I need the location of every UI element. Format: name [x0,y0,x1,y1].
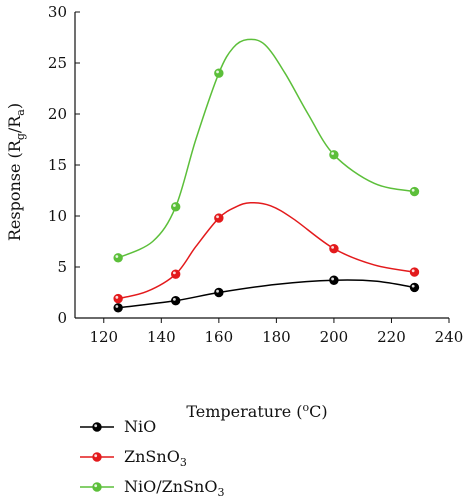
x-tick-label: 140 [147,328,176,346]
data-point [409,267,420,277]
x-title-sup: o [303,401,310,414]
y-tick-label: 0 [57,309,67,327]
x-axis: 120 140 160 180 200 220 240 [75,317,464,346]
legend-item-znsno3: ZnSnO3 [80,447,187,469]
data-point-highlight [216,289,219,293]
legend-marker-highlight [94,484,98,488]
series-znsno3 [113,201,420,304]
legend-label-sub: 3 [217,486,224,499]
series-nio [113,275,420,313]
y-axis: 0 5 10 15 20 25 30 [48,3,80,327]
data-point [170,269,181,279]
x-tick-label: 220 [377,328,406,346]
y-tick-label: 5 [57,258,67,276]
data-point [113,253,123,263]
legend-label-main: NiO [124,417,156,436]
legend-label-sub: 3 [180,456,187,469]
y-tick-label: 30 [48,3,67,21]
data-point-highlight [331,277,335,281]
y-tick-label: 20 [48,105,67,123]
legend-label-main: ZnSnO [124,447,180,466]
y-tick-label: 15 [48,156,67,174]
legend-label: ZnSnO3 [124,447,187,469]
x-tick-label: 240 [435,328,464,346]
data-point [214,68,224,78]
data-point [329,243,339,254]
data-point-highlight [331,152,335,155]
data-point-highlight [411,269,415,273]
data-point-highlight [216,215,219,219]
data-point [113,303,123,313]
data-point-highlight [216,70,219,74]
data-point [170,295,181,306]
plot-area [113,38,420,313]
x-tick-label: 200 [320,328,349,346]
data-point [113,293,123,304]
y-title-sub1: g [14,133,27,140]
data-point [214,287,224,298]
data-point [329,275,339,285]
series-line [117,38,415,259]
data-point-highlight [172,297,176,301]
y-tick-label: 25 [48,54,67,72]
data-point-highlight [411,188,415,192]
legend-item-nio-znsno3: NiO/ZnSnO3 [80,477,224,499]
legend-item-nio: NiO [80,417,156,436]
data-point [409,282,420,293]
data-point-highlight [115,295,119,299]
y-title-main: Response (R [5,139,24,241]
y-title-mid: /R [5,115,24,133]
data-point-highlight [115,255,119,258]
legend-marker-highlight [94,454,98,458]
x-tick-label: 120 [89,328,118,346]
x-axis-title: Temperature (oC) [186,401,327,421]
x-tick-label: 180 [262,328,291,346]
data-point-highlight [115,305,119,308]
data-point-highlight [172,204,176,207]
legend-label: NiO/ZnSnO3 [124,477,224,499]
series-nio-znsno3 [113,38,420,263]
legend-marker [92,422,102,432]
data-point-highlight [172,271,176,275]
legend-marker-highlight [94,424,98,428]
data-point [329,150,339,160]
series-line [117,201,415,300]
data-point [409,186,420,197]
data-point-highlight [331,245,335,249]
x-tick-label: 160 [205,328,234,346]
legend-marker [92,482,102,492]
data-point-highlight [411,284,415,288]
data-point [214,213,224,223]
y-axis-title: Response (Rg/Ra) [5,103,27,241]
x-title-end: C) [309,402,327,421]
data-point [170,202,181,212]
x-title-main: Temperature ( [186,402,302,421]
legend-label: NiO [124,417,156,436]
legend-marker [92,452,102,462]
legend-label-main: NiO/ZnSnO [124,477,217,496]
y-tick-label: 10 [48,207,67,225]
y-title-end: ) [5,103,24,109]
y-title-sub2: a [14,109,27,116]
